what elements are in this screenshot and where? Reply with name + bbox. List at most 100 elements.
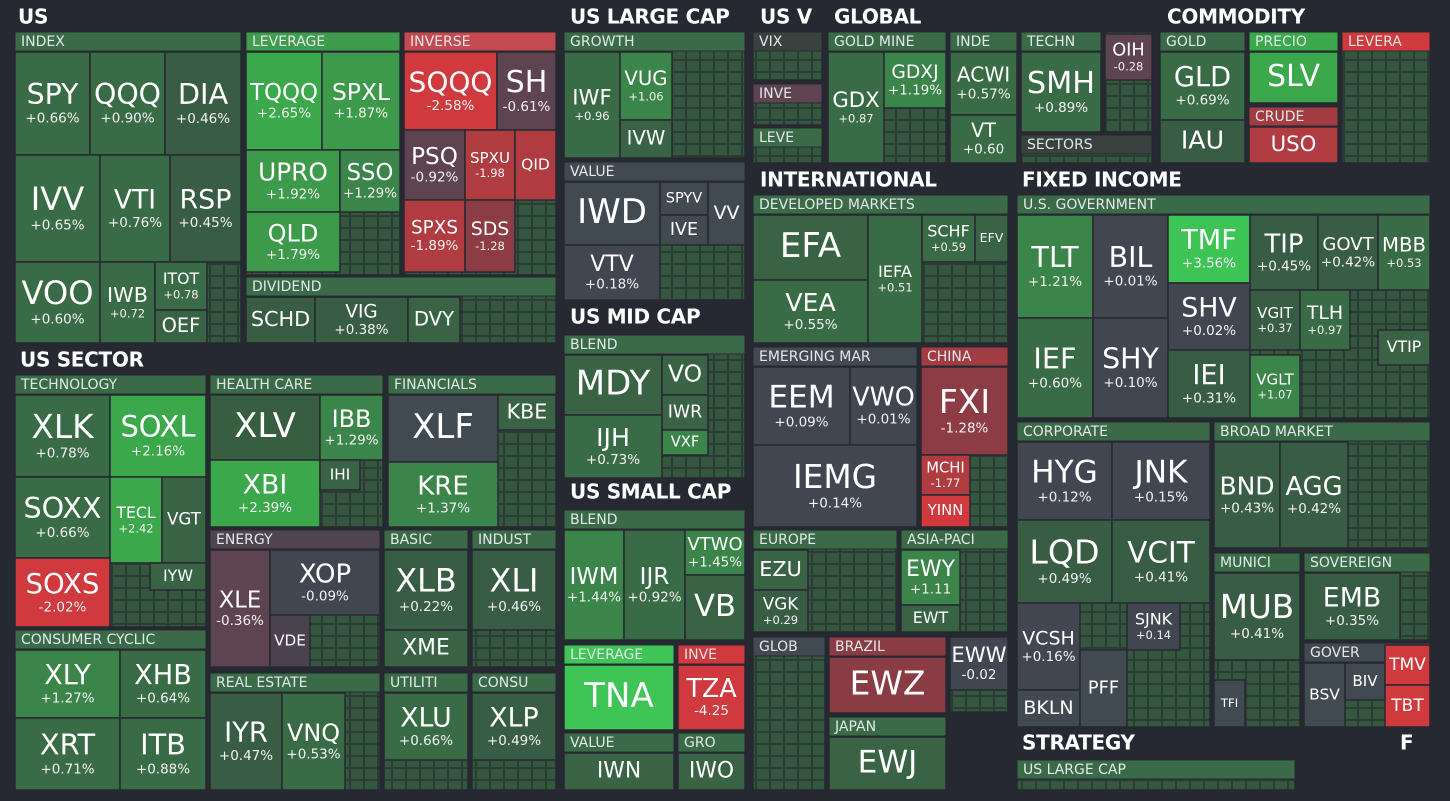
etf-tile[interactable]: [563, 244, 661, 301]
etf-tile[interactable]: [154, 261, 208, 311]
etf-tile[interactable]: [387, 394, 499, 463]
etf-tile[interactable]: [1279, 441, 1349, 549]
etf-tile[interactable]: [1167, 282, 1251, 351]
etf-tile[interactable]: [1167, 214, 1251, 284]
etf-tile[interactable]: [1249, 214, 1319, 291]
etf-tile[interactable]: [164, 51, 242, 156]
etf-tile[interactable]: [1213, 679, 1246, 728]
etf-tile[interactable]: [149, 562, 207, 591]
etf-tile[interactable]: [314, 296, 409, 344]
etf-tile[interactable]: [1249, 354, 1301, 419]
etf-tile[interactable]: [14, 154, 101, 263]
etf-tile[interactable]: [471, 549, 557, 631]
etf-tile[interactable]: [1126, 602, 1181, 651]
etf-tile[interactable]: [828, 656, 947, 714]
etf-tile[interactable]: [14, 557, 111, 628]
etf-tile[interactable]: [496, 51, 557, 131]
etf-tile[interactable]: [269, 549, 381, 616]
etf-tile[interactable]: [387, 461, 499, 528]
etf-tile[interactable]: [154, 309, 208, 344]
etf-tile[interactable]: [619, 119, 673, 159]
etf-tile[interactable]: [1384, 684, 1431, 728]
etf-tile[interactable]: [1248, 126, 1339, 164]
etf-tile[interactable]: [1111, 519, 1211, 604]
etf-tile[interactable]: [269, 614, 311, 668]
etf-tile[interactable]: [659, 214, 709, 246]
etf-tile[interactable]: [471, 692, 557, 761]
etf-tile[interactable]: [321, 51, 401, 151]
etf-tile[interactable]: [1213, 572, 1301, 661]
etf-tile[interactable]: [1020, 51, 1102, 133]
etf-tile[interactable]: [974, 214, 1009, 263]
etf-tile[interactable]: [407, 296, 461, 344]
etf-tile[interactable]: [752, 444, 918, 528]
etf-tile[interactable]: [677, 752, 746, 791]
etf-tile[interactable]: [119, 649, 207, 719]
etf-tile[interactable]: [1303, 662, 1346, 728]
etf-tile[interactable]: [109, 394, 207, 478]
etf-tile[interactable]: [883, 51, 947, 109]
etf-tile[interactable]: [563, 354, 663, 416]
etf-tile[interactable]: [949, 636, 1009, 691]
etf-tile[interactable]: [403, 199, 466, 273]
etf-tile[interactable]: [383, 692, 469, 761]
etf-tile[interactable]: [1384, 644, 1431, 686]
etf-tile[interactable]: [623, 529, 686, 641]
etf-tile[interactable]: [383, 549, 469, 631]
etf-tile[interactable]: [464, 199, 516, 273]
etf-tile[interactable]: [949, 114, 1018, 164]
etf-tile[interactable]: [514, 129, 557, 201]
etf-tile[interactable]: [677, 664, 746, 731]
etf-tile[interactable]: [867, 214, 923, 344]
etf-tile[interactable]: [659, 181, 709, 216]
etf-tile[interactable]: [684, 574, 746, 641]
etf-tile[interactable]: [707, 181, 746, 246]
etf-tile[interactable]: [1079, 649, 1128, 728]
etf-tile[interactable]: [245, 211, 341, 273]
etf-tile[interactable]: [1248, 51, 1339, 104]
etf-tile[interactable]: [752, 589, 809, 633]
etf-tile[interactable]: [1016, 214, 1094, 319]
etf-tile[interactable]: [245, 296, 316, 344]
etf-tile[interactable]: [119, 717, 207, 791]
etf-tile[interactable]: [1092, 317, 1169, 419]
etf-tile[interactable]: [209, 459, 321, 528]
etf-tile[interactable]: [497, 394, 557, 431]
etf-tile[interactable]: [169, 154, 242, 263]
etf-tile[interactable]: [1159, 119, 1246, 164]
etf-tile[interactable]: [1159, 51, 1246, 121]
etf-tile[interactable]: [563, 752, 675, 791]
etf-tile[interactable]: [1016, 441, 1113, 521]
etf-tile[interactable]: [1299, 289, 1351, 351]
etf-tile[interactable]: [1016, 689, 1081, 728]
etf-tile[interactable]: [14, 717, 121, 791]
etf-tile[interactable]: [1249, 289, 1301, 351]
etf-tile[interactable]: [339, 149, 401, 213]
etf-tile[interactable]: [319, 394, 384, 461]
etf-tile[interactable]: [383, 629, 469, 668]
etf-tile[interactable]: [684, 529, 746, 576]
etf-tile[interactable]: [99, 154, 171, 263]
etf-tile[interactable]: [1377, 214, 1431, 291]
etf-tile[interactable]: [752, 366, 851, 446]
etf-tile[interactable]: [319, 459, 361, 491]
etf-tile[interactable]: [464, 129, 516, 201]
etf-tile[interactable]: [752, 214, 869, 281]
etf-tile[interactable]: [563, 529, 625, 641]
etf-tile[interactable]: [14, 649, 121, 719]
etf-tile[interactable]: [828, 736, 947, 791]
etf-tile[interactable]: [949, 51, 1018, 116]
etf-tile[interactable]: [752, 549, 809, 591]
etf-tile[interactable]: [14, 394, 111, 478]
etf-tile[interactable]: [563, 664, 675, 731]
etf-tile[interactable]: [14, 261, 101, 344]
etf-tile[interactable]: [661, 429, 709, 456]
etf-tile[interactable]: [563, 181, 661, 246]
etf-tile[interactable]: [900, 604, 961, 633]
etf-tile[interactable]: [1111, 441, 1211, 521]
etf-tile[interactable]: [1303, 572, 1401, 641]
etf-tile[interactable]: [161, 476, 207, 564]
etf-tile[interactable]: [245, 51, 323, 151]
etf-tile[interactable]: [281, 692, 346, 791]
etf-tile[interactable]: [99, 261, 156, 344]
